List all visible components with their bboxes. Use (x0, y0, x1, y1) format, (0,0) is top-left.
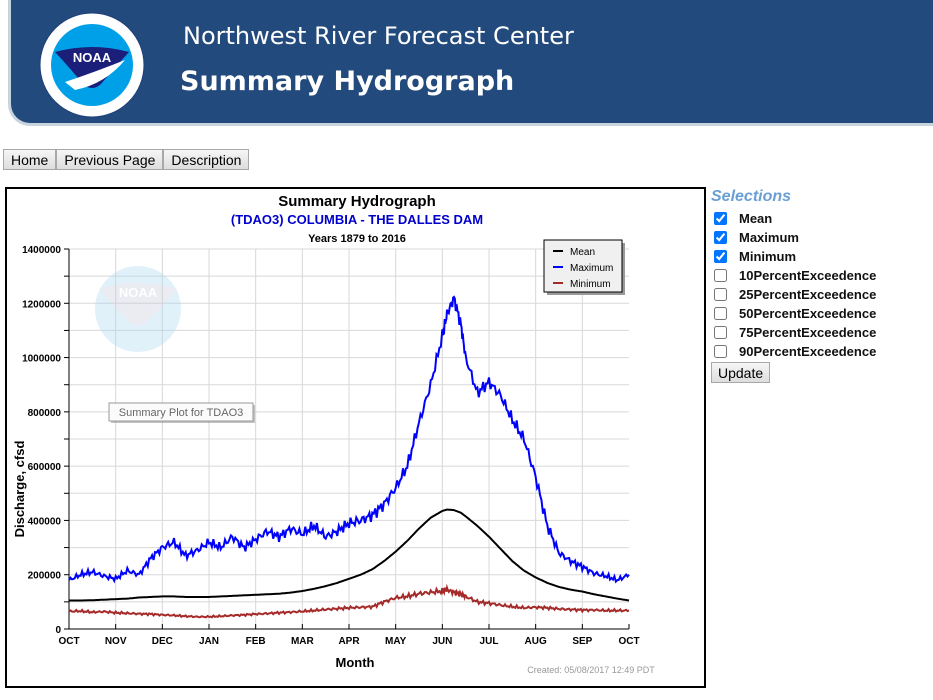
svg-text:Summary Plot for TDAO3: Summary Plot for TDAO3 (119, 407, 244, 419)
selection-item-90percentexceedence[interactable]: 90PercentExceedence (711, 342, 933, 361)
y-tick-label: 400000 (28, 516, 62, 527)
chart-subtitle: (TDAO3) COLUMBIA - THE DALLES DAM (231, 212, 483, 227)
selection-checkbox[interactable] (714, 269, 727, 282)
selection-label: Minimum (739, 249, 797, 264)
selection-item-maximum[interactable]: Maximum (711, 228, 933, 247)
y-axis-label: Discharge, cfsd (12, 441, 27, 538)
selections-title: Selections (711, 188, 792, 205)
selection-label: 50PercentExceedence (739, 306, 877, 321)
x-tick-label: OCT (618, 636, 639, 647)
x-tick-label: NOV (105, 636, 127, 647)
x-tick-label: DEC (152, 636, 173, 647)
series-line-minimum (68, 583, 630, 619)
x-tick-label: MAR (291, 636, 315, 647)
home-button[interactable]: Home (3, 149, 57, 170)
update-button[interactable]: Update (711, 362, 771, 383)
chart-legend: Mean Maximum Minimum (543, 239, 625, 295)
selection-item-mean[interactable]: Mean (711, 209, 933, 228)
selection-checkbox[interactable] (714, 307, 727, 320)
chart-series (68, 295, 630, 619)
x-tick-label: AUG (525, 636, 547, 647)
legend-label-mean: Mean (570, 247, 595, 258)
selections-panel: Selections Mean Maximum Minimum 10PercentEx… (711, 187, 933, 383)
y-tick-label: 0 (55, 625, 61, 636)
series-line-mean (69, 508, 630, 602)
selection-item-minimum[interactable]: Minimum (711, 247, 933, 266)
selection-item-10percentexceedence[interactable]: 10PercentExceedence (711, 266, 933, 285)
y-tick-label: 200000 (28, 571, 62, 582)
selection-checkbox[interactable] (714, 288, 727, 301)
chart-svg: NOAA 0 200000 400000 600000 800000 1000000 120… (12, 193, 655, 675)
x-tick-label: JAN (199, 636, 219, 647)
chart-years: Years 1879 to 2016 (308, 233, 406, 245)
x-tick-label: SEP (572, 636, 592, 647)
legend-label-minimum: Minimum (570, 279, 611, 290)
y-tick-label: 1000000 (22, 354, 61, 365)
legend-label-maximum: Maximum (570, 263, 613, 274)
selection-item-50percentexceedence[interactable]: 50PercentExceedence (711, 304, 933, 323)
selection-item-75percentexceedence[interactable]: 75PercentExceedence (711, 323, 933, 342)
chart-title: Summary Hydrograph (278, 193, 436, 210)
header-banner: NOAA Northwest River Forecast Center Sum… (8, 0, 933, 126)
selection-label: 75PercentExceedence (739, 325, 877, 340)
noaa-logo: NOAA (39, 12, 145, 118)
selection-item-25percentexceedence[interactable]: 25PercentExceedence (711, 285, 933, 304)
chart-grid (69, 248, 629, 629)
svg-text:NOAA: NOAA (119, 285, 158, 300)
x-tick-label: JUL (480, 636, 499, 647)
noaa-watermark: NOAA (95, 266, 181, 352)
previous-page-button[interactable]: Previous Page (56, 149, 164, 170)
selection-checkbox[interactable] (714, 250, 727, 263)
svg-text:NOAA: NOAA (73, 50, 112, 65)
x-tick-label: MAY (385, 636, 407, 647)
created-timestamp: Created: 05/08/2017 12:49 PDT (527, 665, 655, 675)
selection-checkbox[interactable] (714, 231, 727, 244)
selection-checkbox[interactable] (714, 326, 727, 339)
selection-label: 90PercentExceedence (739, 344, 877, 359)
x-axis-label: Month (336, 655, 375, 670)
org-name: Northwest River Forecast Center (183, 22, 574, 50)
hydrograph-chart: NOAA 0 200000 400000 600000 800000 1000000 120… (5, 187, 706, 688)
y-tick-label: 800000 (28, 408, 62, 419)
x-tick-label: FEB (246, 636, 266, 647)
y-tick-label: 1200000 (22, 299, 61, 310)
x-tick-label: JUN (432, 636, 452, 647)
selection-label: 25PercentExceedence (739, 287, 877, 302)
selection-label: Mean (739, 211, 773, 226)
page-title: Summary Hydrograph (180, 66, 515, 97)
selection-checkbox[interactable] (714, 212, 727, 225)
nav-bar: Home Previous Page Description (3, 149, 250, 170)
selection-checkbox[interactable] (714, 345, 727, 358)
description-button[interactable]: Description (163, 149, 250, 170)
y-tick-label: 600000 (28, 462, 62, 473)
selection-label: 10PercentExceedence (739, 268, 877, 283)
y-tick-label: 1400000 (22, 245, 61, 256)
tooltip: Summary Plot for TDAO3 (108, 402, 255, 423)
selection-label: Maximum (739, 230, 799, 245)
x-tick-label: APR (338, 636, 360, 647)
x-tick-label: OCT (58, 636, 79, 647)
series-line-maximum (68, 295, 630, 584)
chart-axes: 0 200000 400000 600000 800000 1000000 1200000 1… (22, 245, 639, 647)
